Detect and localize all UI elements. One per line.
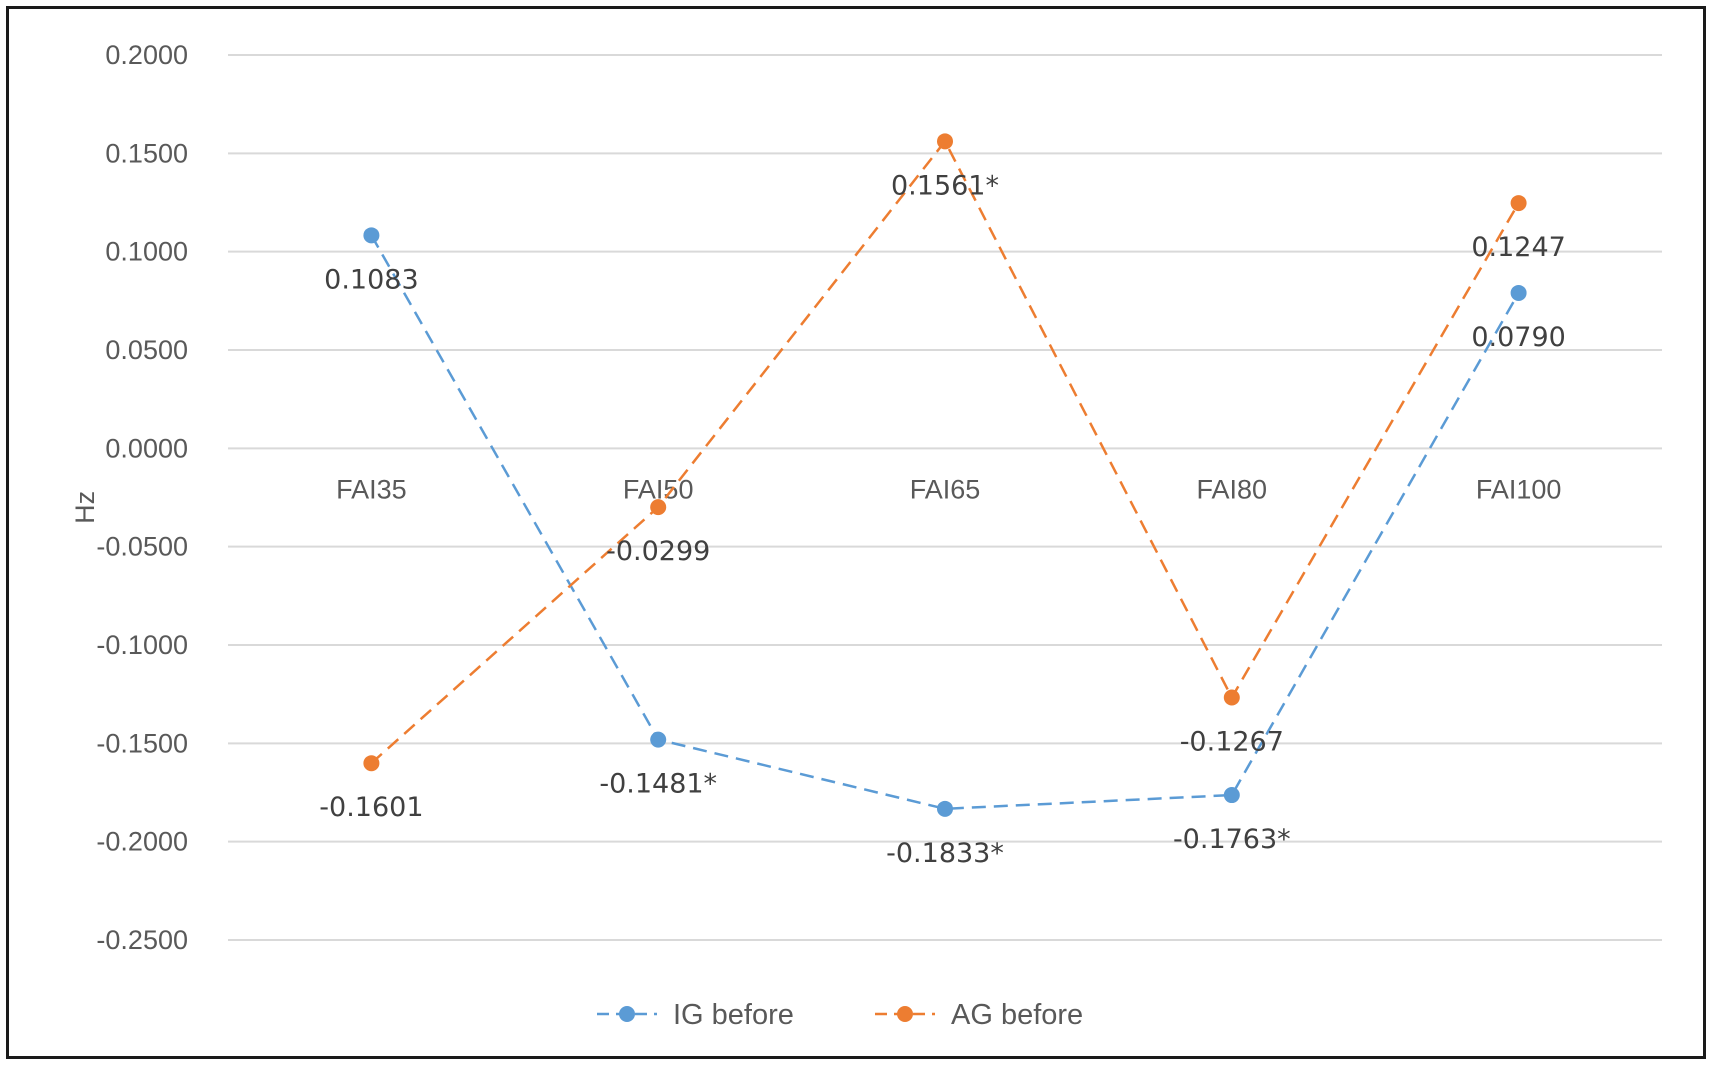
y-tick-label: -0.2000: [96, 827, 188, 857]
data-point: [650, 731, 667, 748]
y-tick-label: 0.2000: [105, 40, 188, 70]
legend-marker: [897, 1006, 913, 1022]
category-label: FAI65: [910, 474, 981, 504]
legend: IG before AG before: [597, 999, 1083, 1031]
y-tick-label: -0.1000: [96, 630, 188, 660]
category-labels: FAI35 FAI50 FAI65 FAI80 FAI100: [336, 474, 1561, 504]
data-point: [363, 227, 380, 244]
category-label: FAI100: [1476, 474, 1562, 504]
data-point: [937, 133, 953, 150]
y-tick-label: 0.0500: [105, 335, 188, 365]
y-tick-label: 0.1000: [105, 237, 188, 267]
data-label: 0.1083: [324, 264, 418, 295]
legend-marker: [619, 1006, 635, 1022]
data-point: [937, 800, 953, 817]
data-label: -0.0299: [606, 536, 710, 567]
y-tick-label: -0.1500: [96, 728, 188, 758]
data-point: [650, 499, 667, 516]
chart-frame: [6, 6, 1706, 1059]
series-line-1: [370, 234, 1520, 811]
data-label: 0.1561*: [891, 170, 999, 201]
data-point: [1223, 689, 1240, 706]
series-line-2: [370, 139, 1520, 765]
data-label: -0.1601: [319, 792, 423, 823]
y-tick-label: -0.2500: [96, 925, 188, 955]
y-tick-label: 0.0000: [105, 433, 188, 463]
data-label: -0.1481*: [599, 769, 717, 800]
y-axis-tick-labels: 0.2000 0.1500 0.1000 0.0500 0.0000 -0.0500 -0.…: [96, 40, 188, 955]
category-label: FAI80: [1197, 474, 1268, 504]
data-point: [1510, 284, 1527, 301]
legend-label: IG before: [673, 999, 794, 1031]
data-label: 0.0790: [1471, 322, 1565, 353]
data-labels: 0.1083 -0.1481* -0.1833* -0.1763* 0.0790 -0.1…: [319, 170, 1566, 868]
data-label: 0.1247: [1471, 232, 1565, 263]
data-label: -0.1763*: [1173, 824, 1291, 855]
gridlines: [228, 54, 1662, 941]
category-label: FAI35: [336, 474, 407, 504]
y-tick-label: 0.1500: [105, 138, 188, 168]
data-point: [1223, 787, 1240, 804]
y-axis-title: Hz: [70, 491, 100, 524]
data-label: -0.1267: [1180, 727, 1284, 758]
legend-label: AG before: [951, 999, 1083, 1031]
data-point: [363, 755, 380, 772]
series-layer: [363, 133, 1527, 817]
data-label: -0.1833*: [886, 838, 1004, 869]
y-tick-label: -0.0500: [96, 532, 188, 562]
data-point: [1510, 195, 1527, 212]
